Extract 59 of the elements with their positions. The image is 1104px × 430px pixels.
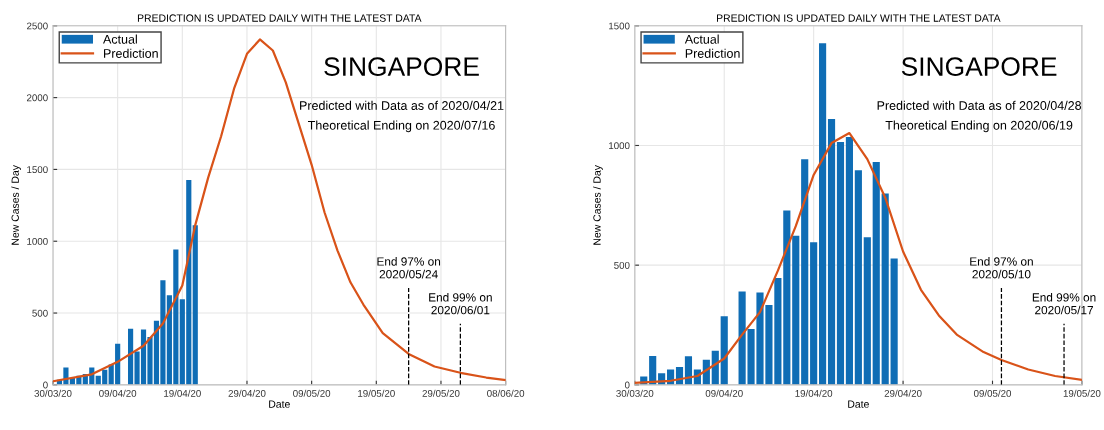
y-tick-label: 0 xyxy=(43,381,48,389)
x-tick-label: 09/04/20 xyxy=(705,389,743,397)
y-tick-label: 1500 xyxy=(609,22,630,30)
y-tick-label: 2500 xyxy=(26,22,48,30)
x-axis-title: Date xyxy=(269,400,290,408)
x-tick-label: 19/04/20 xyxy=(795,389,833,397)
x-tick-label: 09/05/20 xyxy=(293,389,331,397)
annotation: SINGAPORE xyxy=(324,57,479,76)
y-tick-label: 500 xyxy=(614,261,630,269)
bar xyxy=(783,210,791,385)
bar xyxy=(872,162,880,385)
bar xyxy=(881,193,889,385)
y-axis-title: New Cases / Day xyxy=(593,165,603,245)
annotation: Predicted with Data as of 2020/04/21 xyxy=(300,100,504,110)
bar xyxy=(819,43,827,385)
bar xyxy=(845,137,853,385)
bar xyxy=(810,242,818,385)
ref-line-label: End 97% on 2020/05/24 xyxy=(377,257,441,279)
x-axis-title: Date xyxy=(848,400,869,408)
annotation: Predicted with Data as of 2020/04/28 xyxy=(877,100,1082,110)
y-tick-label: 500 xyxy=(32,309,48,317)
x-tick-label: 29/04/20 xyxy=(884,389,922,397)
x-tick-label: 29/05/20 xyxy=(422,389,460,397)
bar xyxy=(890,258,898,385)
bar xyxy=(854,170,862,385)
x-tick-label: 09/04/20 xyxy=(99,389,137,397)
chart-title: PREDICTION IS UPDATED DAILY WITH THE LATEST DATA xyxy=(717,14,1001,22)
chart-title: PREDICTION IS UPDATED DAILY WITH THE LATEST DATA xyxy=(137,14,422,22)
legend-label: Actual xyxy=(684,34,719,44)
y-tick-label: 1500 xyxy=(27,166,48,174)
bar xyxy=(192,225,198,385)
x-tick-label: 29/04/20 xyxy=(228,389,266,397)
bar xyxy=(720,316,728,385)
x-tick-label: 19/04/20 xyxy=(164,389,201,397)
y-axis-title: New Cases / Day xyxy=(11,165,21,245)
y-tick-label: 2000 xyxy=(26,94,48,102)
y-tick-label: 0 xyxy=(624,381,630,389)
legend-label: Prediction xyxy=(685,48,740,58)
y-tick-label: 1000 xyxy=(609,142,630,150)
x-tick-label: 09/05/20 xyxy=(973,389,1012,397)
bar xyxy=(836,141,845,385)
ref-line-label: End 97% on 2020/05/10 xyxy=(970,257,1033,279)
ref-line-label: End 99% on 2020/05/17 xyxy=(1032,292,1096,315)
x-tick-label: 19/05/20 xyxy=(358,389,395,397)
y-tick-label: 1000 xyxy=(27,237,48,245)
annotation: SINGAPORE xyxy=(901,57,1057,76)
x-tick-label: 30/03/20 xyxy=(34,389,72,397)
legend-label: Actual xyxy=(103,34,137,44)
legend-label: Prediction xyxy=(104,48,158,58)
x-tick-label: 19/05/20 xyxy=(1063,389,1101,397)
x-tick-label: 08/06/20 xyxy=(487,389,525,397)
bar xyxy=(863,237,871,385)
annotation: Theoretical Ending on 2020/06/19 xyxy=(885,120,1073,133)
ref-line-label: End 99% on 2020/06/01 xyxy=(429,292,492,315)
bar xyxy=(827,118,836,385)
bar xyxy=(792,235,800,385)
x-tick-label: 30/03/20 xyxy=(616,389,654,397)
bar xyxy=(801,159,809,385)
annotation: Theoretical Ending on 2020/07/16 xyxy=(307,120,495,133)
